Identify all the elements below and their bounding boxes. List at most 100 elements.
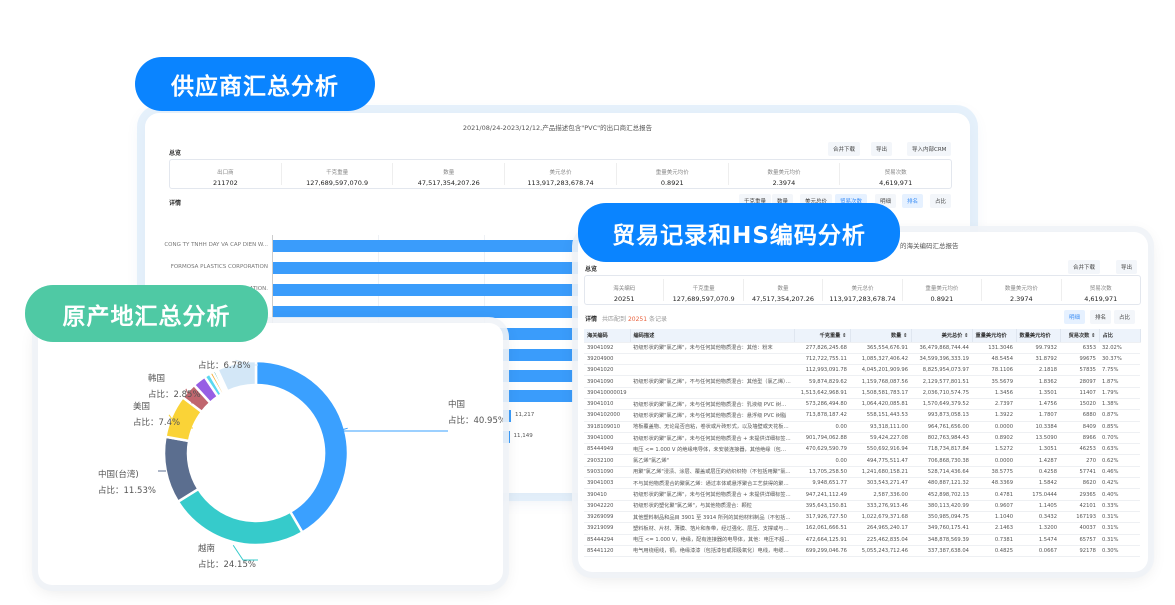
table-row[interactable]: 85444294 电压 <= 1.000 V，绝缘，配有连接器的电导体，其他：电压… [584, 534, 1140, 546]
hs-analysis-badge: 贸易记录和HS编码分析 [578, 203, 900, 262]
table-cell: 947,241,112.49 [794, 488, 850, 501]
table-cell: 59,874,829.62 [794, 375, 850, 388]
summary-label: 海关编码 [613, 286, 636, 292]
table-cell: 初级形状的聚"氯乙烯"，未与任何其他物质混合：乳液级 PVC 树脂/PV... [630, 398, 794, 411]
supplier-analysis-badge: 供应商汇总分析 [135, 57, 375, 111]
summary-value: 113,917,283,678.74 [829, 295, 896, 303]
match-count: 20251 [627, 316, 648, 323]
table-cell: 303,543,271.47 [850, 477, 911, 490]
table-cell: 0.63% [1099, 443, 1140, 456]
table-row[interactable]: 3918109010 地板覆盖物、无论是否自粘，卷状或片砖形式，以及墙壁或天花板覆… [584, 421, 1140, 433]
table-row[interactable]: 39042220 初级形状的塑化聚"氯乙烯"，与其他物质混合：颗粒 395,643,… [584, 500, 1140, 512]
table-cell: 92178 [1060, 545, 1099, 558]
table-cell: 528,714,436.64 [911, 466, 972, 479]
table-cell: 1,085,327,406.42 [850, 353, 911, 366]
label-leader-line [235, 359, 258, 366]
table-cell: 0.0000 [972, 454, 1016, 467]
column-header[interactable]: 占比 [1099, 329, 1141, 343]
table-row[interactable]: 39219099 塑料板材、片材、薄膜、箔片和条带，经过强化、层压、支撑或与其他.… [584, 522, 1140, 535]
table-row[interactable]: 39041000 初级形状的聚"氯乙烯"，未与任何其他物质混合 + 未提供详细标签… [584, 432, 1140, 445]
table-cell: 1.79% [1099, 387, 1140, 399]
table-cell: 0.00 [794, 454, 850, 467]
table-cell: 10.3384 [1016, 421, 1060, 433]
table-cell: 85441120 [584, 545, 630, 558]
table-row[interactable]: 85444949 电压 <= 1.000 V 的绝缘电导体，未安装连接器，其他绝缘… [584, 443, 1140, 456]
donut-slice[interactable] [176, 487, 305, 547]
table-cell: 11407 [1060, 387, 1099, 399]
donut-slice[interactable] [254, 359, 350, 535]
table-cell: 2,129,577,801.51 [911, 375, 972, 388]
table-cell: 348,878,569.39 [911, 534, 972, 546]
table-row[interactable]: 39269099 其他塑料制品和品目 3901 至 3914 所列的其他材料制品（… [584, 511, 1140, 524]
slice-percent-label: 占比：6.78% [198, 360, 251, 371]
table-row[interactable]: 39041092 初级形状的聚"氯乙烯"，未与任何其他物质混合：其他：粉末 277,… [584, 342, 1140, 354]
column-header[interactable]: 千克重量 ⇕ [794, 329, 851, 343]
view-tab[interactable]: 排名 [1090, 310, 1112, 324]
column-header[interactable]: 重量美元均价 [972, 329, 1017, 343]
table-cell: 1,570,649,379.52 [911, 398, 972, 411]
table-cell: 0.00 [794, 421, 850, 433]
merge-download-button[interactable]: 合并下载 [828, 142, 861, 156]
table-cell: 699,299,046.76 [794, 545, 850, 558]
slice-name-label: 韩国 [148, 373, 165, 384]
column-header[interactable]: 数量 ⇕ [850, 329, 912, 343]
column-header[interactable]: 编码描述 [630, 329, 795, 343]
ratio-prefix: 占比： [98, 485, 124, 496]
summary-value: 211702 [212, 179, 238, 187]
table-cell: 0.42% [1099, 477, 1140, 490]
summary-label: 重量美元均价 [655, 170, 689, 176]
table-cell: 2.1818 [1016, 364, 1060, 377]
table-cell: 0.31% [1099, 522, 1140, 535]
export-button[interactable]: 导出 [1116, 260, 1138, 274]
merge-download-button[interactable]: 合并下载 [1068, 260, 1101, 274]
donut-slice[interactable] [215, 359, 258, 393]
summary-cell: 数量美元均价 2.3974 [729, 163, 841, 187]
import-crm-button[interactable]: 导入内部CRM [907, 142, 952, 156]
hs-table: 海关编码 编码描述 千克重量 ⇕ 数量 ⇕ 美元总价 ⇕ 重量美元均价 数量美元均价 贸易次数… [584, 329, 1141, 558]
summary-value: 20251 [613, 295, 635, 303]
view-tab[interactable]: 明细 [1064, 310, 1086, 324]
table-cell: 1,241,680,158.21 [850, 466, 911, 479]
table-cell: 29365 [1060, 488, 1099, 501]
summary-value: 2.3974 [772, 179, 796, 187]
table-row[interactable]: 39041003 不与其他物质混合的聚氯乙烯：通过本体或悬浮聚合工艺获得的聚氯乙.… [584, 477, 1140, 490]
table-row[interactable]: 85441120 电气用绕组线，铜，绝缘漆漆（包括漆包或阳极氧化）电线，电缆（包.… [584, 545, 1140, 558]
table-row[interactable]: 29032100 氯乙烯"氯乙烯" 0.00 494,775,511.47 706,86… [584, 454, 1140, 467]
view-tab[interactable]: 占比 [1114, 310, 1136, 324]
column-header[interactable]: 数量美元均价 [1016, 329, 1061, 343]
summary-value: 113,917,283,678.74 [527, 179, 594, 187]
table-row[interactable]: 390410 初级形状的聚"氯乙烯"，未与任何其他物质混合 + 未提供详细标签 +… [584, 488, 1140, 501]
table-row[interactable]: 3904102000 初级形状的聚"氯乙烯"，未与任何其他物质混合：悬浮级 PVC… [584, 409, 1140, 422]
export-button[interactable]: 导出 [871, 142, 893, 156]
summary-value: 0.8921 [660, 179, 684, 187]
slice-percent-label: 占比：24.15% [198, 559, 256, 570]
table-cell: 地板覆盖物、无论是否自粘，卷状或片砖形式，以及墙壁或天花板覆盖... [630, 421, 794, 433]
column-header[interactable]: 海关编码 [584, 329, 631, 343]
table-cell: 40037 [1060, 522, 1099, 535]
table-cell: 13.5090 [1016, 432, 1060, 445]
table-row[interactable]: 39204900 712,722,755.11 1,085,327,406.42 34… [584, 353, 1140, 366]
donut-slice[interactable] [162, 435, 201, 504]
table-cell: 3918109010 [584, 421, 630, 433]
table-row[interactable]: 390410000019 1,513,642,968.91 1,508,581,78… [584, 387, 1140, 399]
table-cell: 1.8362 [1016, 375, 1060, 388]
table-row[interactable]: 39041020 112,993,091.78 4,045,201,909.96 8,… [584, 364, 1140, 377]
table-cell: 13,705,258.50 [794, 466, 850, 479]
table-row[interactable]: 59031090 用聚"氯乙烯"浸渍、涂层、覆盖或层压的纺织织物（不包括用聚"氯乙… [584, 466, 1140, 479]
table-row[interactable]: 39041090 初级形状的聚"氯乙烯"，不与任何其他物质混合：其他型（氯乙烯），… [584, 375, 1140, 388]
view-tab[interactable]: 排名 [902, 194, 924, 208]
table-cell: 1.1405 [1016, 500, 1060, 512]
column-header[interactable]: 美元总价 ⇕ [911, 329, 973, 343]
summary-cell: 千克重量 127,689,597,070.9 [664, 279, 744, 303]
label-leader-line [232, 544, 258, 561]
table-cell: 39041092 [584, 342, 630, 354]
column-header[interactable]: 贸易次数 ⇕ [1060, 329, 1100, 343]
table-cell: 2,587,336.00 [850, 488, 911, 501]
table-row[interactable]: 39041010 初级形状的聚"氯乙烯"，未与任何其他物质混合：乳液级 PVC 树… [584, 398, 1140, 411]
table-cell: 390410 [584, 488, 630, 501]
view-tab[interactable]: 占比 [930, 194, 952, 208]
table-cell: 99.7932 [1016, 342, 1060, 354]
table-cell: 0.8902 [972, 432, 1016, 445]
table-cell: 32.02% [1099, 342, 1140, 354]
hs-report-title: 的海关编码汇总报告 [900, 242, 959, 250]
